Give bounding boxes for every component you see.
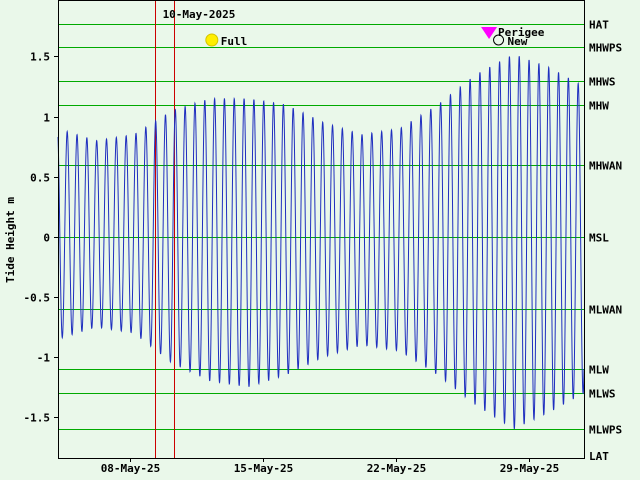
- level-label-mhws: MHWS: [589, 76, 616, 89]
- level-label-msl: MSL: [589, 232, 609, 245]
- level-label-lat: LAT: [589, 450, 609, 463]
- tide-series-line: [57, 56, 585, 429]
- level-label-mlwps: MLWPS: [589, 424, 622, 437]
- y-tick-label: 1: [43, 112, 50, 125]
- x-tick-label: 15-May-25: [234, 462, 294, 475]
- y-tick-label: -1.5: [24, 412, 51, 425]
- y-tick-label: -0.5: [24, 292, 51, 305]
- y-axis-label: Tide Height m: [4, 197, 17, 283]
- x-tick-label: 22-May-25: [367, 462, 427, 475]
- level-label-mhw: MHW: [589, 100, 609, 113]
- level-label-mlws: MLWS: [589, 388, 616, 401]
- level-label-mhwps: MHWPS: [589, 42, 622, 55]
- y-axis-ticks: 1.5 1 0.5 0 -0.5 -1 -1.5: [24, 51, 58, 425]
- y-tick-label: 0: [43, 232, 50, 245]
- plot-border: [58, 0, 585, 459]
- selected-date-label: 10-May-2025: [163, 8, 236, 21]
- level-label-mhwan: MHWAN: [589, 160, 622, 173]
- full-moon-label: Full: [221, 35, 248, 48]
- y-tick-label: -1: [37, 352, 51, 365]
- perigee-icon: [481, 27, 498, 39]
- perigee-label: Perigee: [498, 26, 545, 39]
- level-label-mlw: MLW: [589, 364, 609, 377]
- x-axis-ticks: 08-May-25 15-May-25 22-May-25 29-May-25: [101, 458, 560, 475]
- new-moon-label: New: [508, 35, 528, 48]
- new-moon-icon: [493, 34, 505, 46]
- y-tick-label: 0.5: [30, 172, 50, 185]
- y-tick-label: 1.5: [30, 51, 50, 64]
- x-tick-label: 08-May-25: [101, 462, 161, 475]
- full-moon-icon: [205, 33, 219, 47]
- level-label-mlwan: MLWAN: [589, 304, 622, 317]
- x-tick-label: 29-May-25: [500, 462, 560, 475]
- plot-frame: [58, 0, 585, 459]
- date-markers: [155, 0, 175, 458]
- level-label-hat: HAT: [589, 19, 609, 32]
